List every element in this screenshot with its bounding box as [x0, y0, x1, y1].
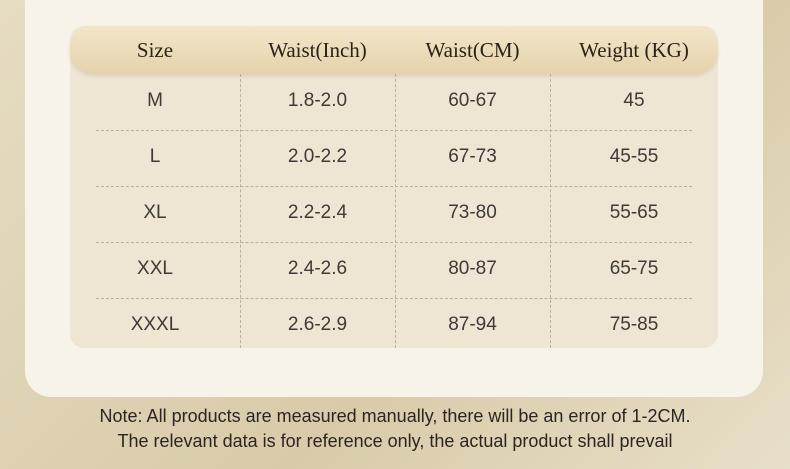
note-line: Note: All products are measured manually…: [99, 406, 691, 426]
table-cell: M: [147, 90, 163, 111]
header-cell: Waist(Inch): [268, 38, 367, 62]
header-row: [70, 26, 718, 74]
header-cell: Waist(CM): [425, 38, 520, 62]
row-divider: [96, 130, 692, 131]
table-cell: 80-87: [448, 258, 497, 279]
table-cell: L: [149, 146, 161, 167]
table-cell: 73-80: [448, 202, 497, 223]
table-cell: 2.0-2.2: [287, 146, 348, 167]
row-divider: [96, 298, 692, 299]
table-cell: XXXL: [130, 314, 180, 335]
table-cell: 55-65: [609, 202, 659, 223]
table-cell: 45-55: [609, 146, 659, 167]
table-cell: XL: [143, 202, 167, 223]
table-cell: 2.2-2.4: [287, 202, 348, 223]
header-cell: Size: [136, 38, 174, 62]
table-cell: 1.8-2.0: [287, 90, 348, 111]
column-divider: [550, 74, 551, 348]
table-cell: 75-85: [609, 314, 659, 335]
table-cell: 67-73: [448, 146, 497, 167]
table-cell: XXL: [137, 258, 173, 279]
table-cell: 2.6-2.9: [287, 314, 348, 335]
header-cell: Weight (KG): [579, 38, 689, 62]
table-cell: 87-94: [448, 314, 497, 335]
table-cell: 45: [623, 90, 645, 111]
row-divider: [96, 242, 692, 243]
table-cell: 2.4-2.6: [287, 258, 348, 279]
note-line: The relevant data is for reference only,…: [117, 431, 673, 451]
column-divider: [240, 74, 241, 348]
row-divider: [96, 186, 692, 187]
column-divider: [395, 74, 396, 348]
table-cell: 60-67: [448, 90, 497, 111]
size-table: Size Waist(Inch) Waist(CM) Weight (KG) M 1.8-…: [70, 26, 718, 348]
table-cell: 65-75: [609, 258, 659, 279]
